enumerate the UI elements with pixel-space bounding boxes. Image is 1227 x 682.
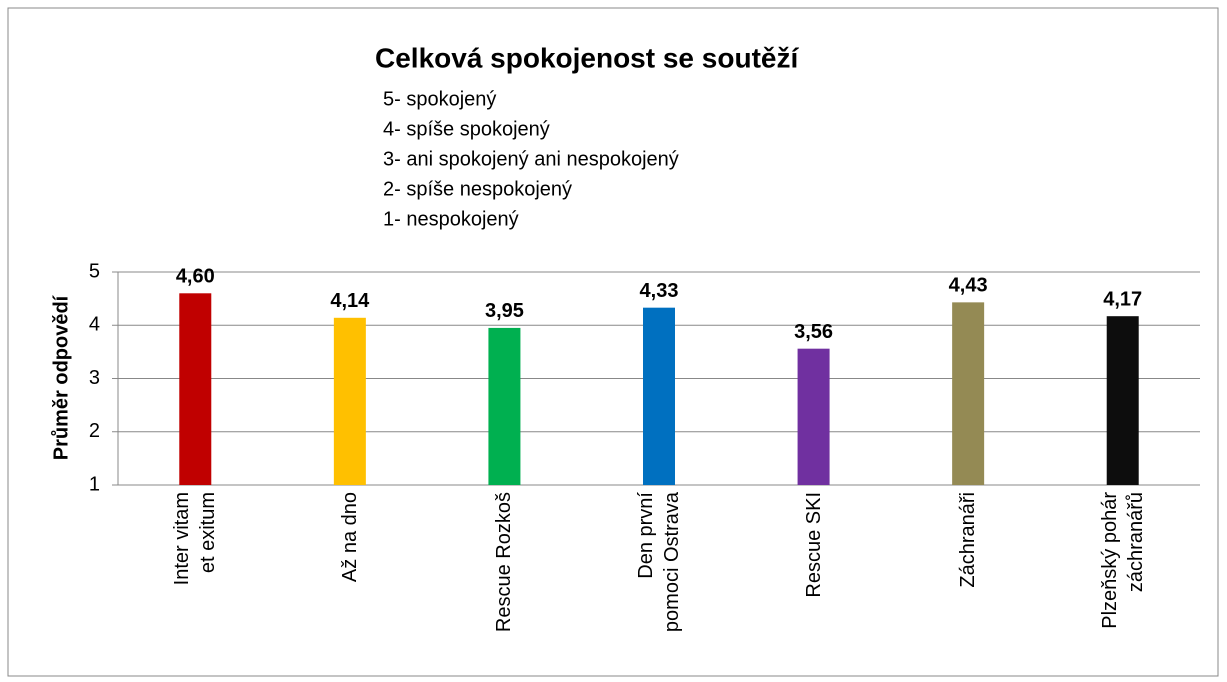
x-tick-label: Den první pomoci Ostrava [631,492,687,682]
subtitle-line: 1- nespokojený [383,208,519,230]
y-tick-label: 5 [89,260,100,282]
value-label: 4,60 [176,266,215,288]
x-tick-label: Až na dno [322,492,378,682]
x-tick-text: Rescue SKI [802,492,825,598]
value-label: 4,14 [330,290,370,312]
bar [488,327,521,485]
y-tick-label: 1 [89,473,100,495]
value-label: 4,17 [1103,288,1142,310]
value-label: 4,43 [949,275,988,297]
subtitle-line: 3- ani spokojený ani nespokojený [383,148,679,170]
bar [1106,316,1139,485]
y-tick-label: 4 [89,314,100,336]
y-tick-label: 2 [89,420,100,442]
x-tick-label: Rescue SKI [786,492,842,682]
value-label: 3,56 [794,321,833,343]
subtitle-line: 5- spokojený [383,88,496,110]
bar [643,307,675,485]
x-tick-text: Inter vitam et exitum [171,492,220,586]
x-tick-text: Plzeňský pohár záchranářů [1098,492,1147,629]
bar [333,317,366,485]
x-tick-text: Až na dno [338,492,361,583]
subtitle-line: 2- spíše nespokojený [383,178,572,200]
x-tick-label: Záchranáři [940,492,996,682]
x-tick-text: Rescue Rozkoš [493,492,516,633]
value-label: 3,95 [485,300,524,322]
bar [797,348,830,485]
chart-title: Celková spokojenost se soutěží [375,42,799,73]
x-tick-text: Záchranáři [957,492,980,588]
bar [179,293,212,485]
value-label: 4,33 [640,280,679,302]
x-tick-text: Den první pomoci Ostrava [635,492,683,633]
x-tick-label: Rescue Rozkoš [476,492,532,682]
subtitle-line: 4- spíše spokojený [383,118,550,140]
y-tick-label: 3 [89,367,100,389]
x-tick-label: Plzeňský pohár záchranářů [1095,492,1151,682]
y-axis-label: Průměr odpovědí [50,294,72,460]
x-tick-label: Inter vitam et exitum [167,492,223,682]
bar [952,302,985,485]
